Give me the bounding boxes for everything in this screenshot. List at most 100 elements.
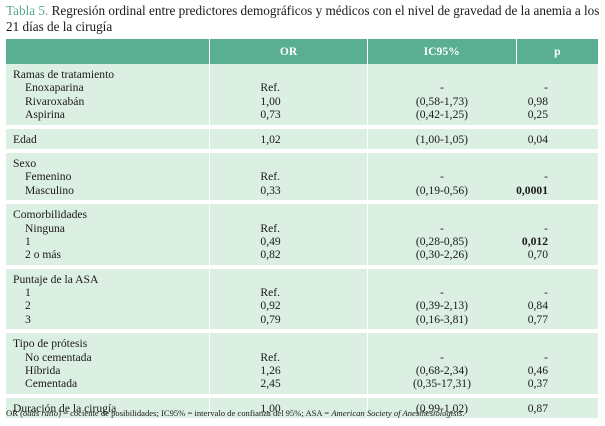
table-group: Ramas de tratamiento Enoxaparina Rivaroxab… (6, 64, 598, 129)
spacer (260, 273, 366, 286)
p-value: 0,0001 (516, 183, 548, 197)
group-label-cell: Sexo Femenino Masculino (6, 150, 210, 205)
spacer (368, 273, 516, 286)
table-footnote: OR (odds ratio) = cociente de posibilida… (6, 408, 464, 418)
spacer (368, 208, 516, 221)
group-or-cell: 1,00 (209, 395, 368, 423)
group-p-cell: -0,012 0,70 (516, 202, 598, 269)
table-group: Duración de la cirugía 1,00 (0,99-1,02) 0,8… (6, 395, 598, 423)
table-header-row: OR IC95% p (6, 39, 598, 64)
or-value: Ref. (260, 81, 281, 95)
caption-text: Regresión ordinal entre predictores demo… (6, 3, 600, 34)
or-value: 0,49 (260, 234, 281, 248)
group-or-cell: Ref. 0,49 0,82 (209, 202, 368, 269)
spacer (368, 337, 516, 350)
or-value: Ref. (260, 350, 281, 364)
or-value: 1,00 (260, 94, 281, 108)
row-label: Masculino (25, 183, 74, 197)
group-label-cell: Puntaje de la ASA 1 2 3 (6, 266, 210, 334)
spacer (516, 273, 548, 286)
footnote-part2-italic: American Society of Anesthesiologists (331, 408, 463, 418)
or-value: Ref. (260, 221, 281, 235)
group-label-cell: Tipo de prótesis No cementada Híbrida Cemen… (6, 331, 210, 398)
p-value: - (544, 170, 548, 184)
or-value: 1,00 (260, 401, 281, 415)
ic95-value: (0,42-1,25) (415, 108, 469, 122)
or-value: Ref. (260, 286, 281, 300)
or-value: Ref. (260, 170, 281, 184)
variable-label: Duración de la cirugía (13, 401, 117, 415)
group-or-cell: Ref. 0,33 (209, 150, 368, 205)
ic95-value: (0,58-1,73) (415, 94, 469, 108)
ic95-value: (0,68-2,34) (415, 364, 469, 378)
p-value: 0,04 (527, 132, 548, 146)
spacer (260, 68, 366, 81)
group-label-cell: Comorbilidades Ninguna 1 2 o más (6, 202, 210, 269)
row-label: 2 (25, 299, 31, 313)
group-or-cell: Ref. 0,92 0,79 (209, 266, 368, 334)
p-value: - (544, 350, 548, 364)
spacer (516, 208, 548, 221)
ic95-value: - (440, 286, 444, 300)
header-ic95: IC95% (367, 39, 517, 64)
group-ic-cell: (1,00-1,05) (366, 126, 517, 153)
p-value: - (544, 81, 548, 95)
ic95-value: - (440, 350, 444, 364)
group-ic-cell: - (0,28-0,85) (0,30-2,26) (366, 202, 517, 269)
ic95-value: (0,39-2,13) (415, 299, 469, 313)
group-p-cell: -0,0001 (516, 150, 598, 205)
table-caption: Tabla 5. Regresión ordinal entre predict… (6, 3, 602, 35)
group-title: Sexo (13, 156, 37, 170)
group-title: Ramas de tratamiento (13, 68, 115, 81)
spacer (516, 68, 548, 81)
or-value: 0,82 (260, 248, 281, 262)
ic95-value: (0,19-0,56) (415, 183, 469, 197)
row-label: Ninguna (25, 221, 65, 235)
row-label: No cementada (25, 350, 92, 364)
ic95-value: - (440, 81, 444, 95)
ic95-value: (0,16-3,81) (415, 312, 469, 326)
spacer (516, 157, 548, 170)
p-value: 0,012 (521, 234, 548, 248)
ic95-value: (1,00-1,05) (415, 132, 469, 146)
group-ic-cell: - (0,39-2,13) (0,16-3,81) (366, 266, 517, 334)
p-value: 0,98 (527, 94, 548, 108)
or-value: 0,79 (260, 312, 281, 326)
footnote-part1-italic: odds ratio (22, 408, 59, 418)
spacer (368, 68, 516, 81)
row-label: Aspirina (25, 108, 65, 122)
spacer (516, 337, 548, 350)
row-label: 1 (25, 286, 31, 300)
group-ic-cell: - (0,58-1,73) (0,42-1,25) (366, 64, 517, 129)
row-label: 2 o más (25, 248, 62, 262)
group-label-cell: Edad (6, 126, 210, 153)
spacer (260, 337, 366, 350)
ic95-value: (0,99-1,02) (415, 401, 469, 415)
table-body: Ramas de tratamiento Enoxaparina Rivaroxab… (6, 64, 598, 423)
row-label: 3 (25, 312, 31, 326)
ic95-value: - (440, 170, 444, 184)
table-group: Sexo Femenino Masculino Ref. 0,33- (0,19-0,56… (6, 150, 598, 205)
table-group: Comorbilidades Ninguna 1 2 o más Ref. 0,49 0,8… (6, 202, 598, 269)
or-value: 0,73 (260, 108, 281, 122)
group-label-cell: Ramas de tratamiento Enoxaparina Rivaroxab… (6, 64, 210, 129)
p-value: 0,70 (527, 248, 548, 262)
p-value: 0,87 (527, 401, 548, 415)
group-title: Tipo de prótesis (13, 337, 88, 351)
p-value: 0,46 (527, 364, 548, 378)
ic95-value: (0,28-0,85) (415, 234, 469, 248)
group-p-cell: -0,84 0,77 (516, 266, 598, 334)
group-p-cell: -0,46 0,37 (516, 331, 598, 398)
spacer (260, 208, 366, 221)
row-label: Cementada (25, 377, 78, 391)
or-value: 1,02 (260, 132, 281, 146)
variable-label: Edad (13, 132, 37, 146)
results-table: OR IC95% p Ramas de tratamiento Enoxapari… (6, 39, 598, 423)
group-p-cell: 0,87 (516, 395, 598, 423)
group-p-cell: -0,98 0,25 (516, 64, 598, 129)
p-value: - (544, 221, 548, 235)
group-ic-cell: (0,99-1,02) (366, 395, 517, 423)
row-label: 1 (25, 234, 31, 248)
footnote-part2: ) = cociente de posibilidades; IC95% = i… (58, 408, 332, 418)
